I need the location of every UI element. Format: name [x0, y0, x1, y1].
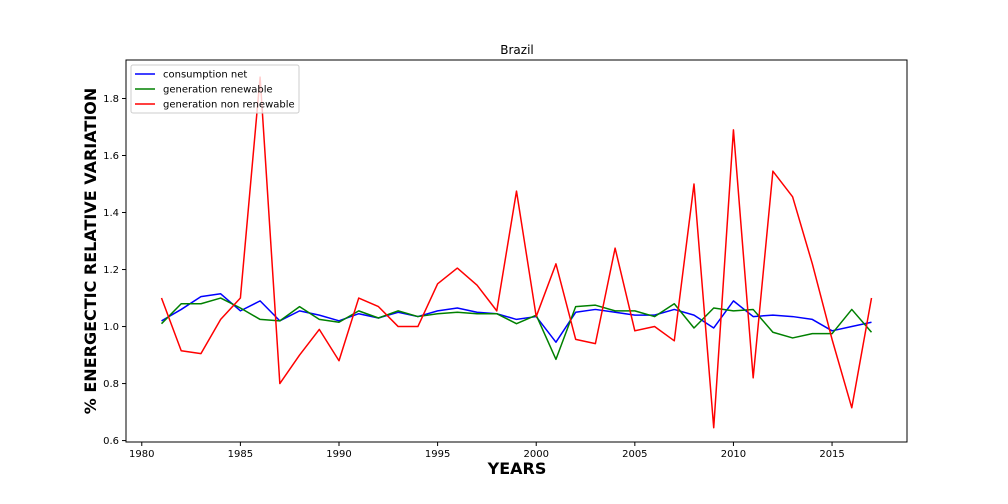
y-tick-label: 1.8 [103, 94, 119, 105]
chart-title: Brazil [500, 43, 534, 57]
x-tick-label: 2010 [721, 449, 746, 460]
series-line-2 [160, 76, 873, 429]
plot-frame [125, 59, 908, 443]
series-line-1 [160, 297, 873, 361]
y-tick-label: 0.8 [103, 379, 119, 390]
legend-label-0: consumption net [163, 70, 247, 81]
y-tick-label: 1.2 [103, 265, 119, 276]
x-tick-label: 2005 [622, 449, 647, 460]
legend-box [130, 64, 300, 114]
y-tick-label: 1.4 [103, 208, 119, 219]
x-tick-label: 1980 [129, 449, 154, 460]
x-axis: 1980 1985 1990 1995 2000 2005 2010 2015 [129, 442, 845, 460]
x-tick-label: 1995 [425, 449, 450, 460]
x-axis-title: YEARS [487, 459, 547, 478]
x-tick-label: 2000 [523, 449, 548, 460]
y-tick-label: 1.0 [103, 322, 119, 333]
y-axis-title: % ENERGECTIC RELATIVE VARIATION [81, 88, 100, 414]
series-layer [160, 76, 873, 429]
y-tick-label: 0.6 [103, 436, 119, 447]
x-tick-label: 2015 [819, 449, 844, 460]
legend: consumption net generation renewable gener… [130, 64, 300, 114]
x-tick-label: 1990 [326, 449, 351, 460]
y-tick-label: 1.6 [103, 151, 119, 162]
legend-label-1: generation renewable [163, 85, 273, 96]
legend-label-2: generation non renewable [163, 100, 295, 111]
x-tick-label: 1985 [228, 449, 253, 460]
y-axis: 0.6 0.8 1.0 1.2 1.4 1.6 1.8 [103, 94, 126, 447]
